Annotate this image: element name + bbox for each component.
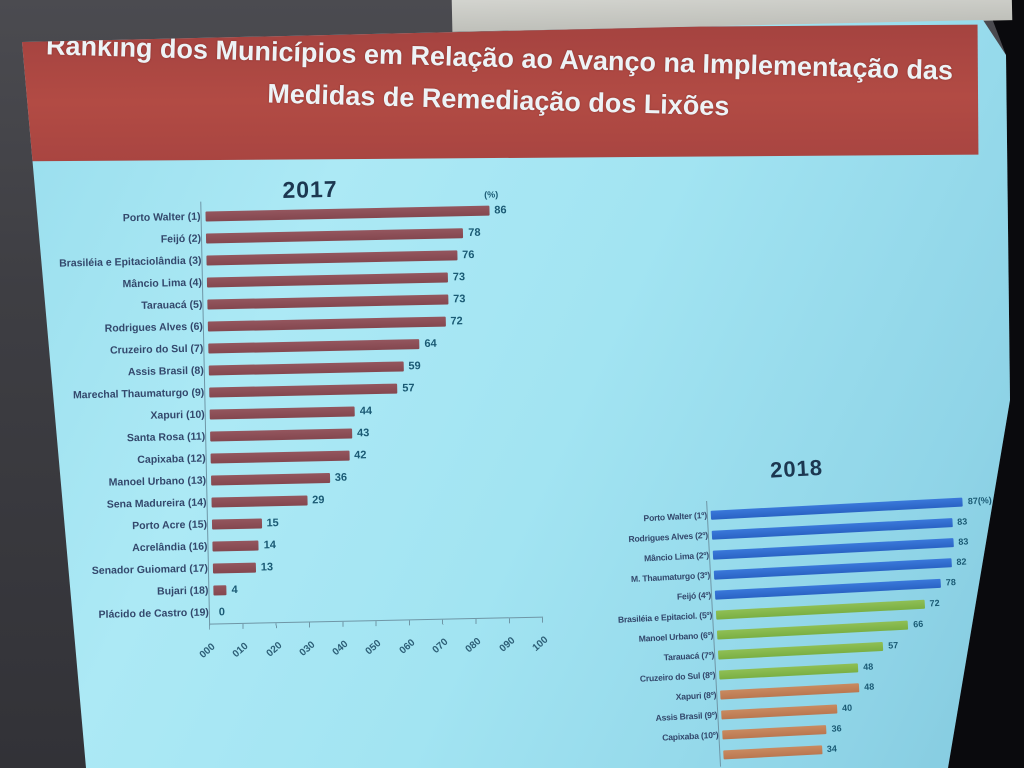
value-label: 43 bbox=[356, 427, 370, 440]
category-label: Bujari (18) bbox=[156, 584, 209, 598]
category-label: Assis Brasil (9º) bbox=[655, 709, 718, 723]
bar bbox=[208, 361, 404, 376]
value-label: 82 bbox=[956, 556, 967, 567]
category-label: Cruzeiro do Sul (7) bbox=[109, 342, 204, 357]
value-label: 59 bbox=[408, 360, 421, 373]
value-label: 36 bbox=[831, 723, 842, 734]
value-label: 48 bbox=[862, 661, 874, 672]
chart-2017: 2017 (%) Porto Walter (1) 86 Feijó (2) 7… bbox=[55, 176, 604, 661]
bar bbox=[207, 316, 446, 332]
value-label: 76 bbox=[462, 248, 475, 262]
slide-title: Ranking dos Municípios em Relação ao Ava… bbox=[22, 25, 979, 135]
bar bbox=[213, 585, 227, 596]
bar bbox=[723, 744, 823, 759]
category-label: Porto Acre (15) bbox=[132, 518, 208, 533]
value-label: 73 bbox=[453, 293, 466, 306]
category-label: Tarauacá (7º) bbox=[663, 649, 715, 663]
bar bbox=[212, 562, 256, 574]
chart-2017-unit-label: (%) bbox=[484, 189, 499, 200]
value-label: 78 bbox=[945, 577, 957, 588]
bar bbox=[211, 495, 308, 508]
bar bbox=[210, 428, 353, 442]
category-label: Capixaba (10º) bbox=[661, 729, 719, 743]
bar bbox=[212, 540, 259, 552]
category-label: Brasiléia e Epitaciol. (5º) bbox=[617, 609, 713, 625]
bar bbox=[209, 406, 355, 420]
slide-title-banner: Ranking dos Municípios em Relação ao Ava… bbox=[22, 24, 979, 162]
value-label: 78 bbox=[468, 226, 481, 240]
value-label: 0 bbox=[218, 606, 226, 619]
category-label: Capixaba (12) bbox=[137, 452, 206, 467]
category-label: Cruzeiro do Sul (8º) bbox=[639, 669, 716, 684]
value-label: 40 bbox=[841, 702, 853, 714]
value-label: 86 bbox=[494, 204, 507, 217]
category-label: Xapuri (8º) bbox=[675, 689, 717, 702]
category-label: Mâncio Lima (4) bbox=[122, 276, 203, 291]
value-label: 72 bbox=[929, 597, 940, 609]
bar bbox=[205, 228, 464, 244]
value-label: 42 bbox=[354, 449, 367, 462]
value-label: 87(%) bbox=[967, 495, 993, 507]
value-label: 73 bbox=[452, 271, 466, 284]
bar bbox=[720, 682, 860, 700]
bar bbox=[207, 294, 449, 310]
value-label: 57 bbox=[887, 640, 899, 651]
value-label: 4 bbox=[231, 583, 238, 597]
category-label: Feijó (2) bbox=[160, 232, 202, 246]
value-label: 66 bbox=[912, 618, 924, 630]
category-label: Mâncio Lima (2º) bbox=[643, 549, 710, 564]
chart-2018-rows: Porto Walter (1º) 87(%) Rodrigues Alves … bbox=[588, 489, 1021, 768]
bar bbox=[206, 250, 458, 266]
bar bbox=[210, 450, 350, 464]
bar bbox=[210, 473, 330, 486]
category-label: Senador Guiomard (17) bbox=[91, 562, 209, 578]
category-label: Plácido de Castro (19) bbox=[98, 606, 209, 621]
value-label: 15 bbox=[266, 517, 279, 530]
chart-2017-rows: Porto Walter (1) 86 Feijó (2) 78 Brasilé… bbox=[55, 197, 604, 626]
value-label: 44 bbox=[359, 405, 373, 418]
bar bbox=[206, 272, 448, 288]
category-label: Santa Rosa (11) bbox=[126, 430, 206, 445]
category-label: Rodrigues Alves (2º) bbox=[628, 529, 709, 545]
bar bbox=[722, 724, 827, 739]
value-label: 29 bbox=[312, 494, 325, 507]
value-label: 36 bbox=[334, 471, 348, 484]
bar bbox=[209, 383, 398, 398]
category-label: Rodrigues Alves (6) bbox=[104, 320, 203, 335]
category-label: Brasiléia e Epitaciolândia (3) bbox=[59, 254, 202, 270]
value-label: 48 bbox=[863, 681, 875, 692]
category-label: Manoel Urbano (13) bbox=[108, 474, 207, 489]
bar bbox=[208, 339, 420, 354]
value-label: 83 bbox=[956, 516, 968, 527]
category-label: M. Thaumaturgo (3º) bbox=[630, 569, 711, 585]
category-label: Assis Brasil (8) bbox=[127, 364, 204, 379]
category-label bbox=[602, 754, 724, 760]
category-label: Manoel Urbano (6º) bbox=[638, 629, 714, 644]
value-label: 57 bbox=[402, 382, 415, 395]
category-label: Xapuri (10) bbox=[150, 408, 205, 422]
bar bbox=[205, 205, 490, 222]
category-label: Feijó (4º) bbox=[676, 589, 712, 602]
value-label: 83 bbox=[958, 536, 969, 547]
value-label: 14 bbox=[263, 539, 277, 552]
category-label: Porto Walter (1º) bbox=[643, 509, 708, 524]
bar bbox=[721, 703, 838, 719]
chart-2018: 2018 Porto Walter (1º) 87(%) Rodrigues A… bbox=[588, 455, 1021, 768]
value-label: 72 bbox=[450, 315, 463, 328]
category-label: Sena Madureira (14) bbox=[106, 496, 207, 511]
bar bbox=[718, 662, 859, 680]
category-label: Tarauacá (5) bbox=[141, 298, 203, 312]
value-label: 64 bbox=[424, 337, 437, 351]
value-label: 13 bbox=[260, 561, 274, 574]
value-label: 34 bbox=[826, 743, 838, 755]
category-label: Marechal Thaumaturgo (9) bbox=[72, 386, 205, 402]
category-label: Acrelândia (16) bbox=[132, 540, 208, 555]
bar bbox=[211, 518, 262, 530]
category-label: Porto Walter (1) bbox=[122, 210, 201, 225]
